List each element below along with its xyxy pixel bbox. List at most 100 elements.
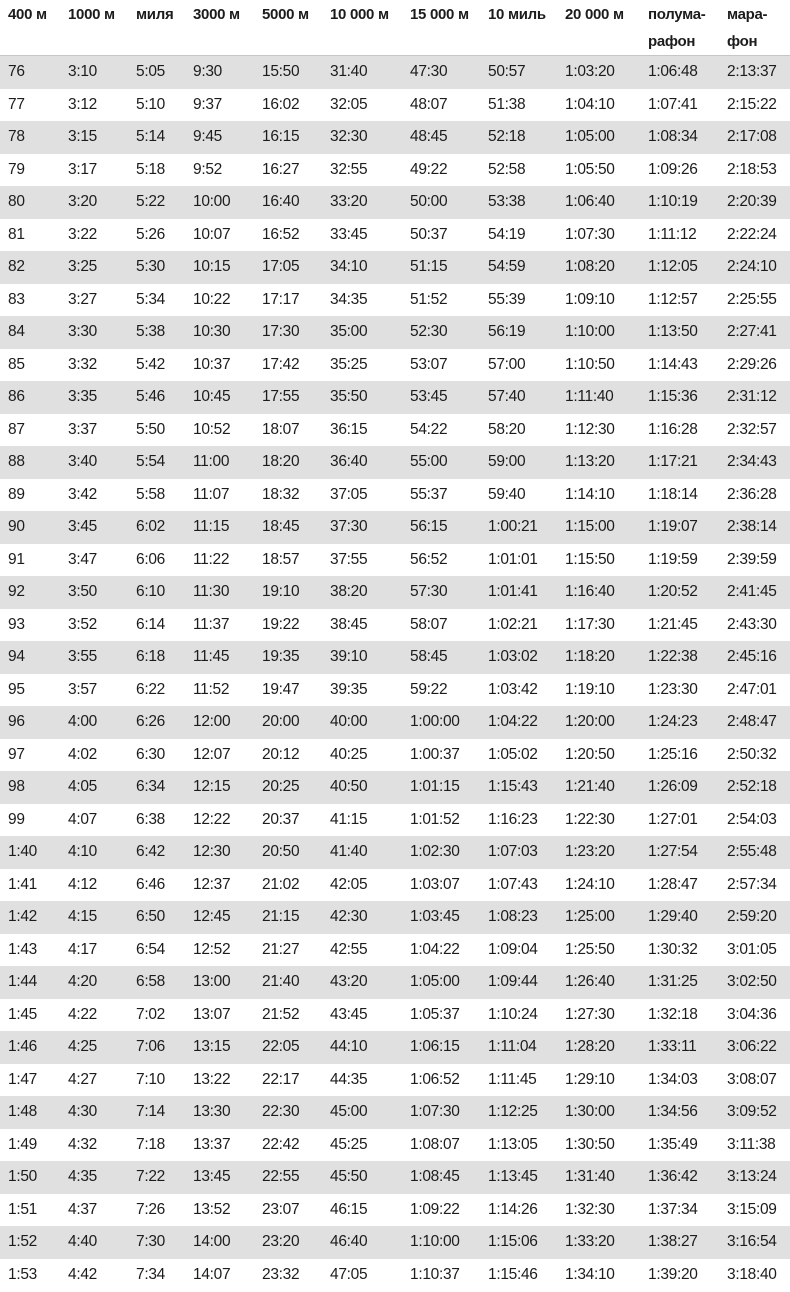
table-cell-1000m: 3:27 bbox=[60, 283, 128, 316]
table-cell-marathon: 2:54:03 bbox=[719, 803, 790, 836]
table-cell-1000m: 4:32 bbox=[60, 1128, 128, 1161]
table-cell-mile: 7:30 bbox=[128, 1226, 185, 1259]
table-cell-5000m: 21:27 bbox=[254, 933, 322, 966]
table-cell-15000m: 1:00:37 bbox=[402, 738, 480, 771]
table-cell-half-marathon: 1:26:09 bbox=[640, 771, 719, 804]
table-row: 95 3:57 6:22 11:52 19:47 39:35 59:22 1:03:42 1:1… bbox=[0, 673, 790, 706]
table-cell-3000m: 11:52 bbox=[185, 673, 254, 706]
table-cell-1000m: 3:40 bbox=[60, 446, 128, 479]
table-cell-1000m: 4:42 bbox=[60, 1258, 128, 1291]
table-cell-15000m: 1:00:00 bbox=[402, 706, 480, 739]
table-cell-mile: 7:34 bbox=[128, 1258, 185, 1291]
table-cell-15000m: 1:05:00 bbox=[402, 966, 480, 999]
table-cell-marathon: 2:24:10 bbox=[719, 251, 790, 284]
table-cell-marathon: 2:57:34 bbox=[719, 868, 790, 901]
table-cell-5000m: 17:42 bbox=[254, 348, 322, 381]
table-cell-mile: 7:22 bbox=[128, 1161, 185, 1194]
table-cell-marathon: 3:04:36 bbox=[719, 998, 790, 1031]
table-cell-5000m: 22:17 bbox=[254, 1063, 322, 1096]
table-cell-mile: 6:30 bbox=[128, 738, 185, 771]
table-cell-1000m: 4:40 bbox=[60, 1226, 128, 1259]
table-row: 91 3:47 6:06 11:22 18:57 37:55 56:52 1:01:01 1:1… bbox=[0, 543, 790, 576]
table-cell-mile: 6:18 bbox=[128, 641, 185, 674]
table-cell-mile: 5:18 bbox=[128, 153, 185, 186]
table-cell-1000m: 4:15 bbox=[60, 901, 128, 934]
table-cell-1000m: 4:12 bbox=[60, 868, 128, 901]
pace-cell: 86 bbox=[0, 381, 60, 414]
table-cell-10mi: 54:19 bbox=[480, 218, 557, 251]
table-cell-15000m: 53:45 bbox=[402, 381, 480, 414]
table-cell-1000m: 4:35 bbox=[60, 1161, 128, 1194]
table-cell-10mi: 1:08:23 bbox=[480, 901, 557, 934]
table-cell-5000m: 21:52 bbox=[254, 998, 322, 1031]
table-cell-10000m: 43:20 bbox=[322, 966, 402, 999]
table-cell-10mi: 1:15:43 bbox=[480, 771, 557, 804]
pace-cell: 91 bbox=[0, 543, 60, 576]
table-cell-half-marathon: 1:38:27 bbox=[640, 1226, 719, 1259]
column-header-15000m: 15 000 м bbox=[402, 0, 480, 56]
table-cell-1000m: 3:25 bbox=[60, 251, 128, 284]
table-cell-10000m: 42:05 bbox=[322, 868, 402, 901]
table-cell-marathon: 2:41:45 bbox=[719, 576, 790, 609]
table-row: 1:47 4:27 7:10 13:22 22:17 44:35 1:06:52 1:11:4… bbox=[0, 1063, 790, 1096]
table-cell-marathon: 2:25:55 bbox=[719, 283, 790, 316]
table-cell-10mi: 1:15:46 bbox=[480, 1258, 557, 1291]
column-header-3000m: 3000 м bbox=[185, 0, 254, 56]
table-row: 96 4:00 6:26 12:00 20:00 40:00 1:00:00 1:04:22 1… bbox=[0, 706, 790, 739]
pace-cell: 80 bbox=[0, 186, 60, 219]
table-cell-1000m: 3:15 bbox=[60, 121, 128, 154]
table-cell-20000m: 1:34:10 bbox=[557, 1258, 640, 1291]
table-cell-1000m: 4:25 bbox=[60, 1031, 128, 1064]
table-cell-15000m: 55:00 bbox=[402, 446, 480, 479]
table-cell-20000m: 1:17:30 bbox=[557, 608, 640, 641]
table-cell-3000m: 13:00 bbox=[185, 966, 254, 999]
table-cell-3000m: 9:45 bbox=[185, 121, 254, 154]
table-cell-3000m: 13:15 bbox=[185, 1031, 254, 1064]
table-cell-3000m: 12:00 bbox=[185, 706, 254, 739]
table-cell-10000m: 31:40 bbox=[322, 55, 402, 89]
table-cell-20000m: 1:08:20 bbox=[557, 251, 640, 284]
pace-cell: 97 bbox=[0, 738, 60, 771]
table-cell-10mi: 1:09:44 bbox=[480, 966, 557, 999]
table-cell-marathon: 3:11:38 bbox=[719, 1128, 790, 1161]
table-row: 1:48 4:30 7:14 13:30 22:30 45:00 1:07:30 1:12:2… bbox=[0, 1096, 790, 1129]
table-cell-marathon: 2:55:48 bbox=[719, 836, 790, 869]
table-cell-15000m: 58:45 bbox=[402, 641, 480, 674]
table-cell-3000m: 11:30 bbox=[185, 576, 254, 609]
table-cell-5000m: 16:40 bbox=[254, 186, 322, 219]
table-cell-half-marathon: 1:11:12 bbox=[640, 218, 719, 251]
table-cell-10mi: 1:07:43 bbox=[480, 868, 557, 901]
table-cell-3000m: 9:37 bbox=[185, 88, 254, 121]
table-cell-10000m: 35:25 bbox=[322, 348, 402, 381]
table-cell-10mi: 54:59 bbox=[480, 251, 557, 284]
table-cell-20000m: 1:19:10 bbox=[557, 673, 640, 706]
table-cell-mile: 7:26 bbox=[128, 1193, 185, 1226]
table-cell-10mi: 51:38 bbox=[480, 88, 557, 121]
table-cell-10mi: 52:18 bbox=[480, 121, 557, 154]
table-row: 1:46 4:25 7:06 13:15 22:05 44:10 1:06:15 1:11:0… bbox=[0, 1031, 790, 1064]
table-row: 1:52 4:40 7:30 14:00 23:20 46:40 1:10:00 1:15:0… bbox=[0, 1226, 790, 1259]
table-cell-15000m: 1:03:45 bbox=[402, 901, 480, 934]
table-cell-marathon: 2:43:30 bbox=[719, 608, 790, 641]
table-cell-3000m: 10:07 bbox=[185, 218, 254, 251]
table-cell-3000m: 14:00 bbox=[185, 1226, 254, 1259]
table-row: 76 3:10 5:05 9:30 15:50 31:40 47:30 50:57 1:03:2… bbox=[0, 55, 790, 89]
table-row: 1:42 4:15 6:50 12:45 21:15 42:30 1:03:45 1:08:2… bbox=[0, 901, 790, 934]
table-cell-marathon: 2:31:12 bbox=[719, 381, 790, 414]
table-cell-mile: 5:54 bbox=[128, 446, 185, 479]
table-cell-20000m: 1:06:40 bbox=[557, 186, 640, 219]
table-cell-5000m: 19:35 bbox=[254, 641, 322, 674]
table-cell-15000m: 48:07 bbox=[402, 88, 480, 121]
table-cell-marathon: 2:13:37 bbox=[719, 55, 790, 89]
table-cell-marathon: 2:27:41 bbox=[719, 316, 790, 349]
table-cell-20000m: 1:24:10 bbox=[557, 868, 640, 901]
table-cell-5000m: 20:00 bbox=[254, 706, 322, 739]
table-row: 78 3:15 5:14 9:45 16:15 32:30 48:45 52:18 1:05:0… bbox=[0, 121, 790, 154]
table-cell-3000m: 12:22 bbox=[185, 803, 254, 836]
table-cell-20000m: 1:12:30 bbox=[557, 413, 640, 446]
table-cell-mile: 6:26 bbox=[128, 706, 185, 739]
table-cell-1000m: 3:35 bbox=[60, 381, 128, 414]
table-cell-10000m: 46:15 bbox=[322, 1193, 402, 1226]
table-cell-20000m: 1:16:40 bbox=[557, 576, 640, 609]
table-cell-5000m: 22:42 bbox=[254, 1128, 322, 1161]
